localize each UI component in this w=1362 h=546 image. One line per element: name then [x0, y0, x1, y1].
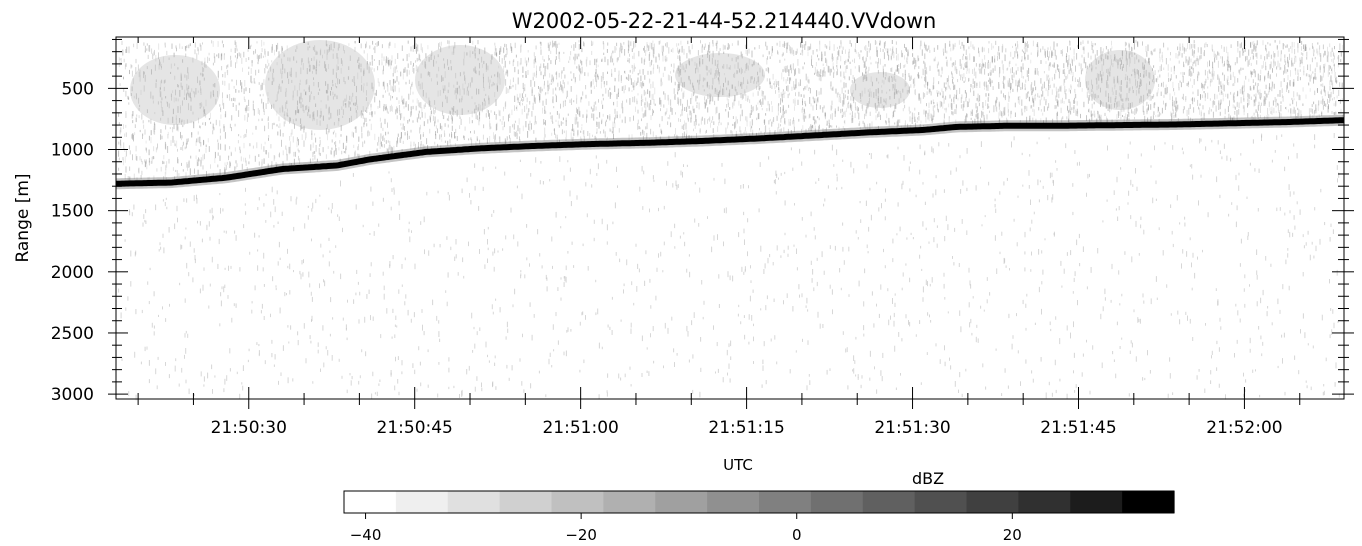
colorbar-label: dBZ	[912, 469, 944, 488]
colorbar-swatch	[759, 491, 812, 513]
colorbar-swatch	[707, 491, 760, 513]
x-tick-label: 21:50:45	[377, 418, 453, 438]
colorbar-swatch	[499, 491, 553, 513]
noise-texture	[118, 133, 1340, 401]
x-tick-label: 21:51:00	[542, 418, 618, 438]
y-axis-label: Range [m]	[13, 173, 33, 262]
colorbar-swatch	[551, 491, 604, 513]
colorbar-swatch	[1122, 491, 1175, 513]
x-tick-label: 21:50:30	[211, 418, 287, 438]
colorbar-swatch	[655, 491, 708, 513]
y-axis-ticks: 500 1000 1500 2000 2500 3000	[51, 38, 1354, 405]
x-tick-label: 21:51:30	[874, 418, 950, 438]
echo-line	[115, 117, 1344, 187]
colorbar-swatch	[966, 491, 1019, 513]
y-tick-label: 1000	[51, 141, 94, 161]
reflectivity-texture	[118, 40, 1343, 401]
colorbar: −40 −20 0 20	[343, 490, 1175, 544]
surface-echo-band	[115, 114, 1344, 190]
y-tick-label: 3000	[51, 385, 94, 405]
colorbar-swatch	[447, 491, 501, 513]
y-tick-label: 500	[62, 79, 94, 99]
colorbar-swatch	[914, 491, 968, 513]
y-tick-label: 2500	[51, 324, 94, 344]
colorbar-swatch	[1018, 491, 1071, 513]
x-axis-ticks: 21:50:30 21:50:45 21:51:00 21:51:15 21:51:30…	[137, 37, 1301, 438]
clutter-patches	[130, 40, 1155, 130]
colorbar-swatch	[344, 491, 397, 513]
plot-background	[116, 37, 1344, 399]
colorbar-frame	[343, 490, 1175, 514]
y-tick-label: 1500	[51, 202, 94, 222]
colorbar-swatch	[1070, 491, 1123, 513]
plot-frame	[115, 36, 1345, 400]
colorbar-tick-label: 0	[792, 526, 802, 544]
colorbar-swatch	[395, 491, 449, 513]
x-axis-label: UTC	[723, 456, 753, 474]
colorbar-swatch	[862, 491, 916, 513]
x-tick-label: 21:52:00	[1206, 418, 1282, 438]
colorbar-swatch	[810, 491, 864, 513]
chart-title: W2002-05-22-21-44-52.214440.VVdown	[512, 9, 937, 33]
colorbar-tick-label: 20	[1003, 526, 1022, 544]
colorbar-tick-label: −40	[350, 526, 382, 544]
clutter-texture	[118, 40, 1343, 184]
x-tick-label: 21:51:15	[708, 418, 784, 438]
colorbar-tick-label: −20	[565, 526, 597, 544]
plot-area: 21:50:30 21:50:45 21:51:00 21:51:15 21:51:30…	[51, 36, 1354, 438]
colorbar-swatch	[603, 491, 656, 513]
y-tick-label: 2000	[51, 263, 94, 283]
x-tick-label: 21:51:45	[1040, 418, 1116, 438]
